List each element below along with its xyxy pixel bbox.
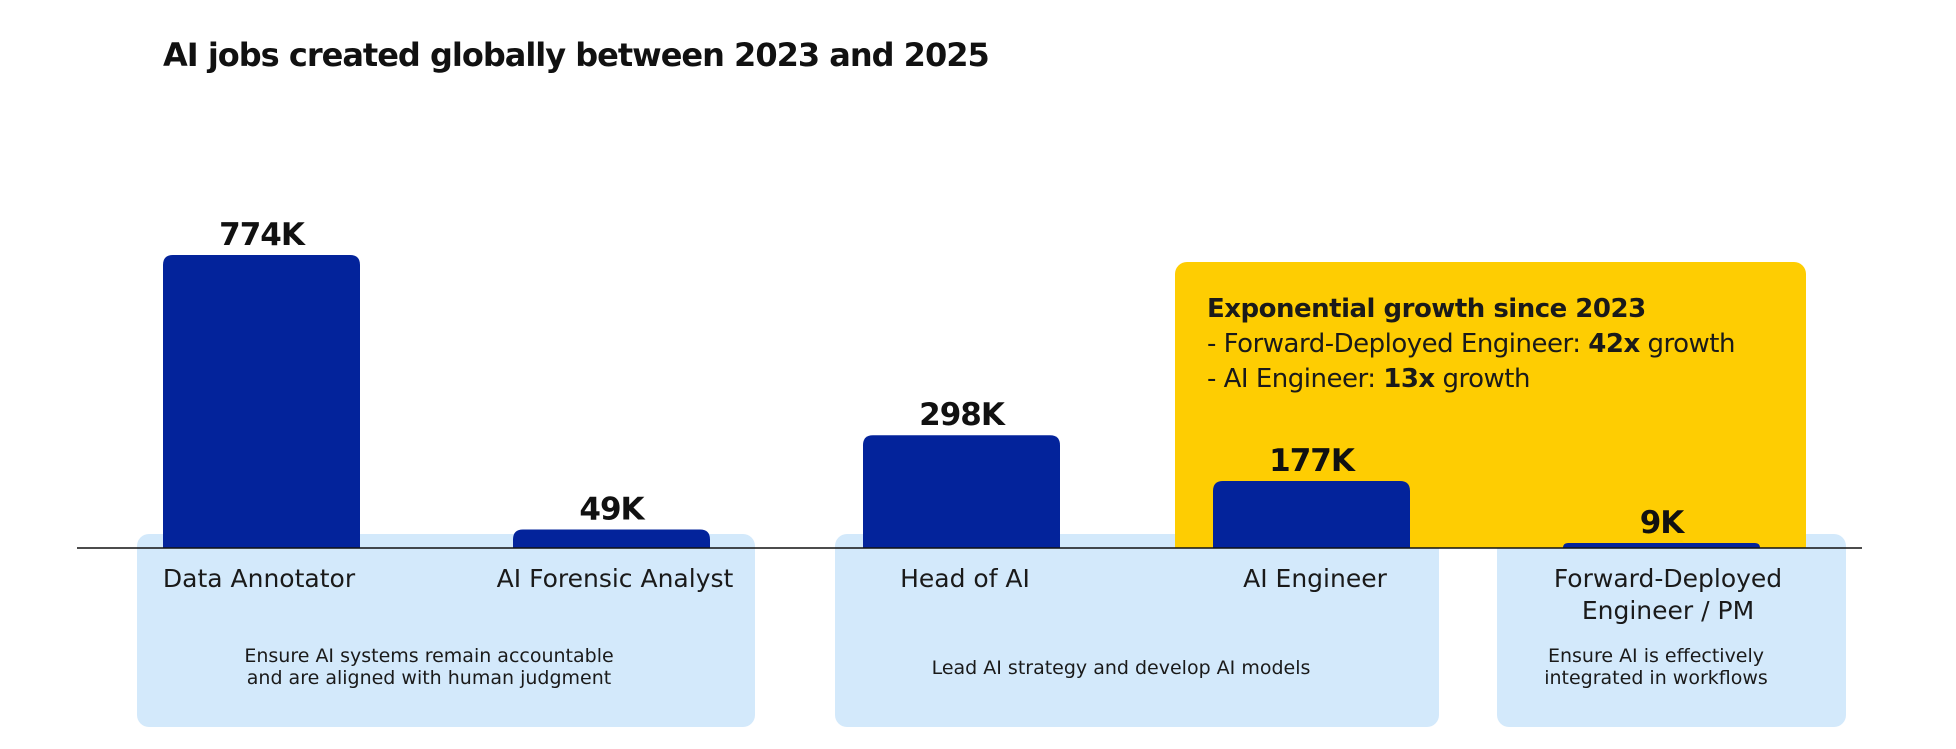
group-background-patch [1173,548,1439,560]
bar-value-label: 177K [1269,443,1356,479]
group-description: integrated in workflows [1544,667,1768,689]
bar-value-label: 49K [579,491,645,527]
group-background [835,534,1439,727]
category-label: AI Engineer [1243,564,1387,593]
highlight-callout: Exponential growth since 2023 - Forward-… [1207,292,1735,397]
group-background [137,534,755,727]
bar [513,529,710,548]
bar [1563,543,1760,548]
category-label: Engineer / PM [1582,596,1754,625]
bar [163,255,360,548]
bar-value-label: 9K [1640,505,1686,541]
group-description: Ensure AI systems remain accountable [244,645,613,667]
bar-value-label: 298K [919,397,1006,433]
chart-title: AI jobs created globally between 2023 an… [163,36,990,74]
bar [863,435,1060,548]
group-background-patch [1497,548,1808,560]
group-description: Ensure AI is effectively [1548,645,1764,667]
highlight-item-forward-deployed: - Forward-Deployed Engineer: 42x growth [1207,329,1735,359]
group-description: Lead AI strategy and develop AI models [932,657,1311,679]
highlight-value: 42x [1588,329,1640,359]
group-description: and are aligned with human judgment [247,667,611,689]
category-label: Data Annotator [163,564,356,593]
category-label: Forward-Deployed [1554,564,1782,593]
group-background [1497,534,1846,727]
category-label: Head of AI [900,564,1030,593]
highlight-item-ai-engineer: - AI Engineer: 13x growth [1207,364,1530,394]
category-label: AI Forensic Analyst [497,564,734,593]
highlight-heading: Exponential growth since 2023 [1207,294,1646,324]
bar [1213,480,1410,548]
highlight-value: 13x [1383,364,1435,394]
bar-value-label: 774K [219,217,306,253]
